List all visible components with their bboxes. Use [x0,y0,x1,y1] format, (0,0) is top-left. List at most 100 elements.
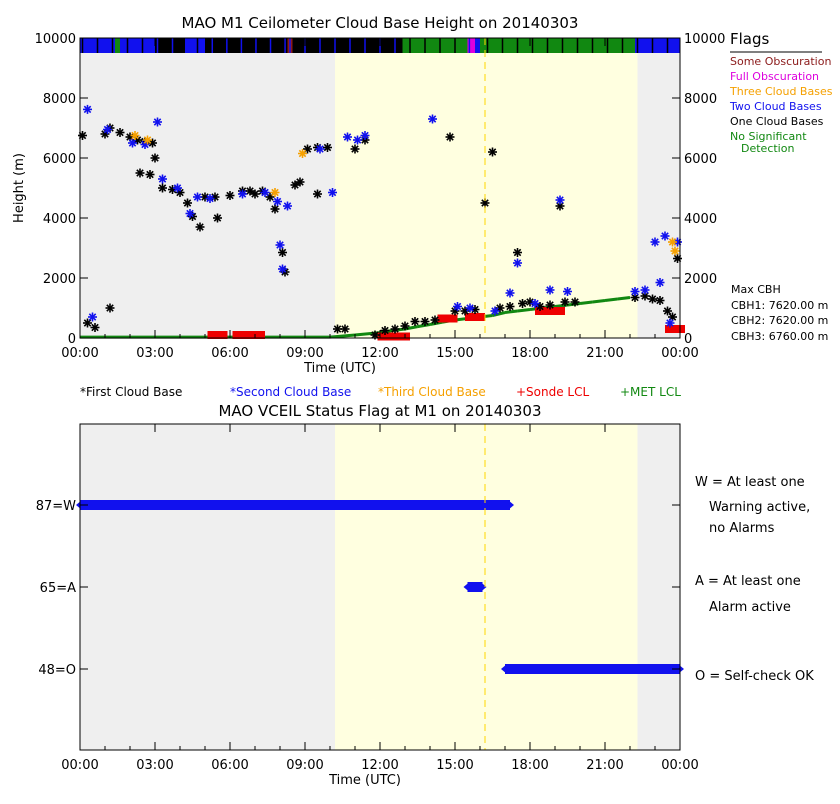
bottom-x-tick-label: 12:00 [361,758,398,773]
legend-sonde-lcl: +Sonde LCL [516,385,589,399]
second-cloud-base-point [453,302,462,311]
sonde-lcl-point [207,331,228,339]
star-stroke [518,299,527,308]
note-w-line1: W = At least one [695,475,805,490]
star-stroke [571,298,579,306]
star-stroke [556,202,564,210]
bottom-x-tick-label: 06:00 [211,758,248,773]
second-cloud-base-point [563,287,572,296]
flag-bar-segment [120,38,155,53]
star-stroke [371,331,379,339]
third-cloud-base-point [298,149,307,158]
star-stroke [246,187,254,195]
legend-first-cloud-base: *First Cloud Base [80,385,182,399]
third-cloud-base-point [130,131,140,140]
star-stroke [563,287,572,296]
second-cloud-base-point [158,174,167,184]
third-cloud-base-point [270,188,280,197]
star-stroke [158,184,167,192]
top-x-tick-label: 09:00 [286,346,323,361]
first-cloud-base-point [313,189,322,199]
met-lcl-segment [579,300,593,305]
star-stroke [173,184,182,192]
status-segment-cap [501,664,507,674]
first-cloud-base-point [225,191,235,200]
first-cloud-base-point [663,306,672,316]
first-cloud-base-point [78,131,87,140]
flag-bar-segment [402,38,468,53]
flag-bar-segment [115,38,120,53]
star-stroke [471,305,479,314]
legend-second-cloud-base: *Second Cloud Base [230,385,351,399]
second-cloud-base-point [260,188,270,197]
star-stroke [391,325,399,333]
star-stroke [278,265,287,273]
top-y-tick-label-right: 10000 [684,32,725,47]
star-stroke [428,115,437,123]
first-cloud-base-point [488,147,497,157]
second-cloud-base-point [353,135,362,145]
flag-bar-segment [205,38,288,53]
flag-bar-segment [635,38,680,53]
top-x-axis-label: Time (UTC) [303,361,376,376]
max-cbh-1: CBH1: 7620.00 m [731,299,828,312]
flags-legend: Flags Some Obscuration Full Obscuration … [729,30,833,155]
star-stroke [353,136,362,144]
first-cloud-base-point [290,180,300,190]
star-stroke [536,302,544,311]
top-x-tick-label: 15:00 [436,346,473,361]
star-stroke [496,304,504,312]
first-cloud-base-point [350,144,360,154]
star-stroke [213,214,222,222]
top-x-tick-label: 21:00 [586,346,623,361]
met-lcl-segment [617,296,631,301]
first-cloud-base-point [648,294,657,304]
top-x-tick-label: 12:00 [361,346,398,361]
sonde-lcl-point [377,332,398,341]
flag-bar [80,38,680,53]
top-y-tick-label-right: 6000 [684,152,717,167]
bottom-x-tick-label: 15:00 [436,758,473,773]
legend-third-cloud-base: *Third Cloud Base [378,385,486,399]
third-cloud-base-point [668,237,677,247]
second-cloud-base-point [655,278,665,287]
first-cloud-base-point [570,297,580,307]
star-stroke [313,190,322,198]
first-cloud-base-point [150,153,160,163]
star-stroke [291,181,299,189]
star-stroke [668,238,677,246]
second-cloud-base-point [555,195,565,205]
met-lcl-segment [604,297,618,302]
second-cloud-base-point [545,285,555,295]
star-stroke [546,301,554,309]
second-cloud-base-point [328,188,337,197]
second-cloud-base-point [193,192,202,202]
second-cloud-base-point [660,231,670,241]
star-stroke [201,193,209,201]
star-stroke [158,175,167,183]
flags-legend-full-obscuration: Full Obscuration [730,70,819,83]
sonde-lcl-point [465,313,485,321]
status-segment-cap [463,582,470,592]
second-cloud-base-point [630,287,640,296]
star-stroke [298,149,307,158]
star-stroke [556,196,564,204]
star-stroke [461,307,469,315]
star-stroke [151,154,159,162]
flags-legend-no-significant: No Significant [730,130,807,143]
star-stroke [276,241,284,249]
star-stroke [381,326,389,335]
top-y-tick-label: 8000 [43,92,76,107]
met-lcl-segment [329,333,356,339]
top-y-tick-label-right: 2000 [684,272,717,287]
star-stroke [531,299,539,308]
star-stroke [351,145,359,153]
second-cloud-base-point [185,209,195,218]
star-stroke [446,133,454,141]
first-cloud-base-point [390,324,400,334]
second-cloud-base-point [530,299,540,308]
star-stroke [103,125,112,134]
second-cloud-base-point [640,285,650,295]
star-stroke [431,316,439,324]
star-stroke [421,317,429,326]
